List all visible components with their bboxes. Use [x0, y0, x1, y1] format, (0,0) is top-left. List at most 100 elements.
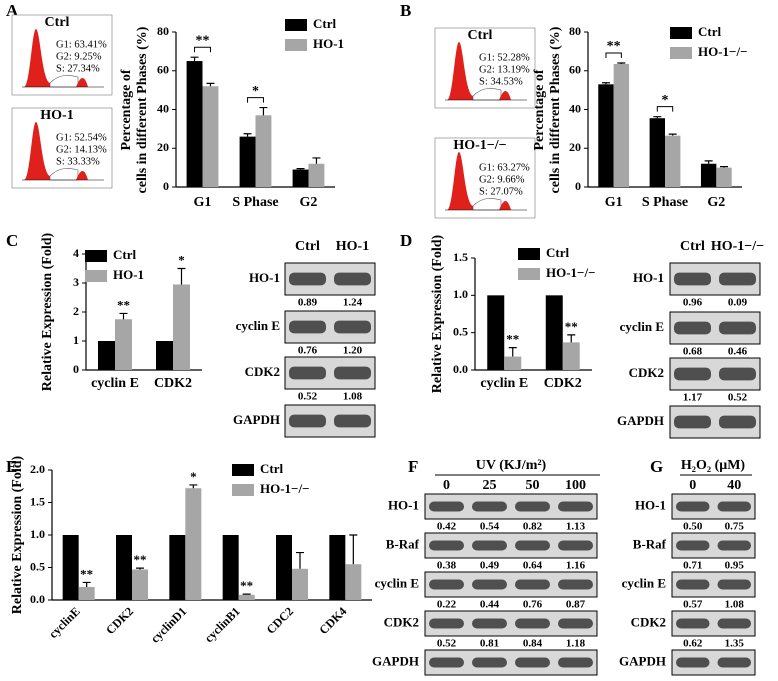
x-tick-label: S Phase: [232, 195, 278, 210]
blot-band: [429, 657, 464, 668]
significance: **: [196, 33, 210, 48]
phase-percentage: G2: 9.25%: [56, 51, 102, 62]
panel-label: E: [6, 457, 17, 476]
y-tick-label: 1.0: [453, 287, 468, 301]
blot-band: [515, 579, 550, 590]
blot-band: [429, 501, 464, 512]
blot-band: [717, 579, 751, 590]
bar: [239, 136, 256, 187]
y-axis-label: cells in different Phases (%): [548, 26, 563, 193]
bar: [308, 163, 325, 187]
bar: [700, 163, 717, 187]
histogram-title: Ctrl: [45, 15, 70, 30]
y-tick-label: 60: [569, 63, 581, 77]
band-intensity: 0.54: [480, 521, 500, 533]
protein-label: GAPDH: [233, 412, 280, 427]
blot-band: [676, 540, 710, 551]
blot-band: [558, 657, 593, 668]
protein-label: CDK2: [629, 365, 664, 380]
significance: **: [607, 39, 621, 54]
y-tick-label: 1.5: [453, 250, 468, 264]
protein-label: HO-1: [635, 497, 666, 512]
band-intensity: 0.46: [728, 346, 748, 358]
y-tick-label: 20: [569, 140, 581, 154]
protein-label: GAPDH: [619, 653, 666, 668]
protein-label: CDK2: [245, 364, 280, 379]
phase-percentage: G2: 14.13%: [56, 144, 107, 155]
significance: **: [506, 332, 519, 347]
error-bar: [601, 82, 610, 85]
error-bar: [82, 581, 91, 587]
blot-band: [289, 272, 326, 286]
blot-band: [334, 414, 371, 428]
y-tick-label: 20: [157, 140, 169, 154]
band-intensity: 0.22: [437, 599, 457, 611]
legend-swatch: [518, 248, 540, 260]
legend-label: HO-1: [113, 267, 144, 282]
g2-peak: [499, 200, 511, 210]
x-tick-label: G1: [194, 195, 212, 210]
histogram-title: HO-1: [40, 108, 73, 123]
blot-band: [334, 272, 371, 286]
bar: [186, 61, 203, 187]
band-intensity: 0.89: [298, 297, 318, 309]
error-bar: [243, 133, 252, 137]
error-bar: [296, 167, 305, 170]
blot-header: H₂O₂ (μM): [681, 458, 745, 473]
significance-bracket: [247, 97, 264, 103]
blot-band: [719, 367, 756, 381]
y-tick-label: 1.0: [30, 527, 45, 541]
bar: [345, 564, 362, 600]
x-tick-label: G1: [605, 195, 623, 210]
bar: [545, 295, 563, 370]
phase-percentage: S: 27.34%: [56, 63, 100, 74]
band-intensity: 0.64: [523, 560, 543, 572]
band-intensity: 0.52: [437, 638, 457, 650]
legend-label: Ctrl: [698, 24, 721, 39]
error-bar: [119, 312, 128, 320]
phase-percentage: G1: 63.27%: [479, 162, 530, 173]
band-intensity: 1.17: [683, 392, 703, 404]
band-intensity: 0.44: [480, 599, 500, 611]
blot-band: [472, 579, 507, 590]
y-tick-label: 60: [157, 63, 169, 77]
blot-band: [676, 579, 710, 590]
legend-label: Ctrl: [260, 461, 283, 476]
phase-percentage: G1: 52.54%: [56, 132, 107, 143]
error-bar: [206, 82, 215, 87]
bar: [487, 295, 505, 370]
x-tick-label: CDK2: [544, 376, 582, 391]
band-intensity: 0.52: [728, 392, 748, 404]
band-intensity: 0.96: [683, 297, 703, 309]
y-tick-label: 0: [575, 179, 581, 193]
y-tick-label: 0: [73, 362, 79, 376]
error-bar: [567, 334, 576, 343]
error-bar: [668, 133, 677, 136]
blot-band: [717, 501, 751, 512]
error-bar: [242, 593, 251, 595]
bar: [613, 63, 630, 187]
bar: [292, 169, 309, 187]
error-bar: [177, 267, 186, 285]
bar: [716, 167, 732, 187]
blot-band: [515, 618, 550, 629]
band-intensity: 0.76: [523, 599, 543, 611]
blot-band: [674, 272, 711, 286]
blot-band: [472, 540, 507, 551]
phase-percentage: S: 27.07%: [479, 186, 523, 197]
protein-label: GAPDH: [372, 653, 419, 668]
blot-band: [472, 618, 507, 629]
histogram-title: HO-1−/−: [453, 138, 506, 153]
phase-percentage: G1: 63.41%: [56, 39, 107, 50]
legend-label: HO-1−/−: [698, 44, 747, 59]
significance-bracket: [605, 52, 622, 58]
bar: [276, 535, 292, 600]
panel-label: G: [650, 457, 663, 476]
panel-label: D: [400, 231, 412, 250]
legend-swatch: [518, 268, 540, 280]
x-tick-label: CDK4: [316, 604, 349, 637]
blot-band: [717, 657, 751, 668]
significance-bracket: [656, 106, 674, 112]
blot-band: [429, 618, 464, 629]
